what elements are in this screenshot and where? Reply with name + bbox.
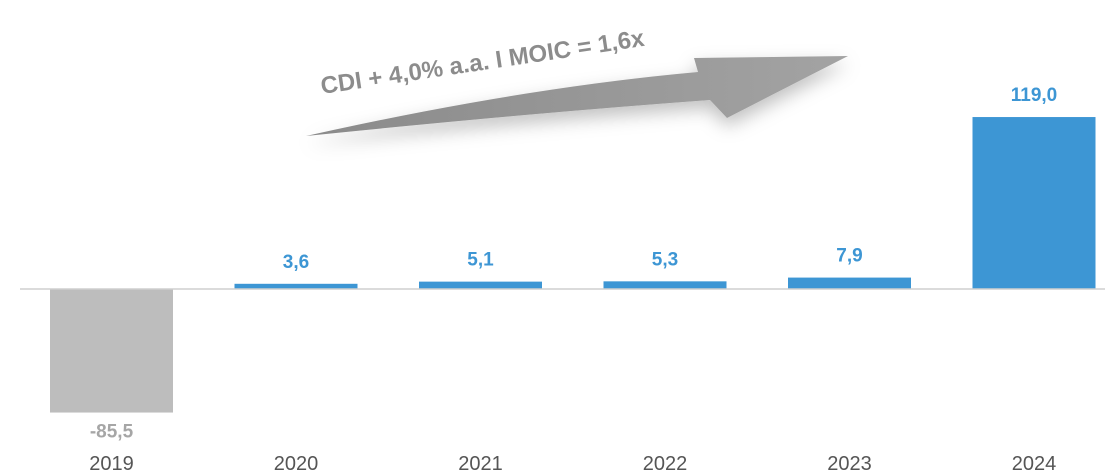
category-label-2023: 2023 xyxy=(827,453,872,473)
category-label-2024: 2024 xyxy=(1012,453,1057,473)
bar-2019 xyxy=(50,289,173,413)
bar-2020 xyxy=(234,283,358,289)
bar-2023 xyxy=(788,277,911,289)
value-label-2019: -85,5 xyxy=(90,422,134,443)
value-label-2024: 119,0 xyxy=(1011,85,1058,106)
category-label-2022: 2022 xyxy=(643,453,688,473)
value-label-2020: 3,6 xyxy=(283,252,309,273)
value-label-2021: 5,1 xyxy=(467,250,494,271)
category-label-2020: 2020 xyxy=(274,453,319,473)
bar-2021 xyxy=(419,281,542,289)
value-label-2023: 7,9 xyxy=(836,246,862,267)
trend-arrow-icon xyxy=(306,56,848,136)
trend-annotation: CDI + 4,0% a.a. I MOIC = 1,6x xyxy=(306,25,848,136)
bars-layer: -85,5 2019 3,6 2020 5,1 2021 5,3 2022 7,9 2023 119… xyxy=(50,85,1096,473)
bar-2024 xyxy=(972,117,1096,289)
category-label-2021: 2021 xyxy=(458,453,503,473)
bar-2022 xyxy=(603,281,727,289)
value-label-2022: 5,3 xyxy=(652,249,678,270)
category-label-2019: 2019 xyxy=(89,453,134,473)
